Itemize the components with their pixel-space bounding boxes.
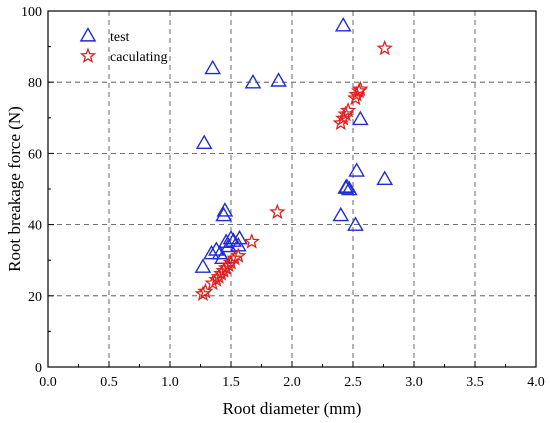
test-point — [270, 72, 287, 87]
legend-marker — [79, 27, 97, 42]
x-tick-label: 1.5 — [222, 375, 240, 390]
legend-label: caculating — [110, 50, 168, 65]
caculating-point — [332, 114, 349, 131]
caculating-point — [230, 247, 247, 263]
y-tick-label: 100 — [21, 5, 42, 20]
test-point — [376, 170, 394, 185]
x-axis-title: Root diameter (mm) — [223, 399, 362, 418]
y-tick-label: 40 — [28, 219, 42, 234]
test-point — [220, 237, 237, 253]
test-point — [351, 110, 369, 126]
x-tick-label: 1.0 — [161, 375, 179, 390]
test-point — [231, 229, 248, 245]
test-point — [222, 229, 240, 245]
test-point — [348, 162, 365, 177]
grid-lines — [48, 11, 536, 367]
x-tick-label: 3.0 — [405, 375, 423, 390]
legend-marker — [79, 47, 97, 63]
caculating-point — [197, 282, 214, 299]
test-point — [244, 74, 262, 89]
y-axis-title: Root breakage force (N) — [5, 106, 24, 272]
test-point — [216, 202, 234, 217]
test-point — [195, 134, 213, 150]
y-tick-label: 0 — [35, 361, 42, 376]
x-tick-label: 0.5 — [100, 375, 118, 390]
x-tick-label: 2.5 — [344, 375, 362, 390]
y-tick-label: 20 — [28, 290, 42, 305]
y-tick-label: 60 — [28, 147, 42, 162]
caculating-point — [339, 102, 357, 118]
caculating-point — [269, 203, 286, 220]
test-point — [334, 17, 352, 32]
caculating-point — [243, 233, 260, 249]
legend-label: test — [110, 30, 130, 45]
caculating-point — [376, 39, 393, 56]
legend: test caculating — [79, 27, 168, 65]
caculating-point — [347, 89, 364, 106]
y-tick-label: 80 — [28, 76, 42, 91]
caculating-point — [220, 256, 237, 273]
test-point — [215, 206, 233, 222]
test-point — [341, 180, 358, 196]
data-points — [194, 17, 394, 301]
test-point — [204, 59, 222, 75]
test-point — [203, 244, 220, 260]
test-point — [338, 178, 356, 193]
x-tick-label: 4.0 — [527, 375, 545, 390]
test-point — [332, 206, 350, 222]
caculating-point — [194, 285, 212, 301]
caculating-point — [352, 80, 369, 97]
test-point — [194, 258, 212, 273]
x-tick-label: 0.0 — [39, 375, 57, 390]
test-point — [347, 216, 364, 231]
axis-ticks: 0.0 0.5 1.0 1.5 2.0 2.5 3.0 3.5 4.0 0 20 40 60 80 100 — [21, 5, 545, 390]
x-tick-label: 2.0 — [283, 375, 301, 390]
x-tick-label: 3.5 — [466, 375, 484, 390]
test-point — [208, 241, 225, 256]
